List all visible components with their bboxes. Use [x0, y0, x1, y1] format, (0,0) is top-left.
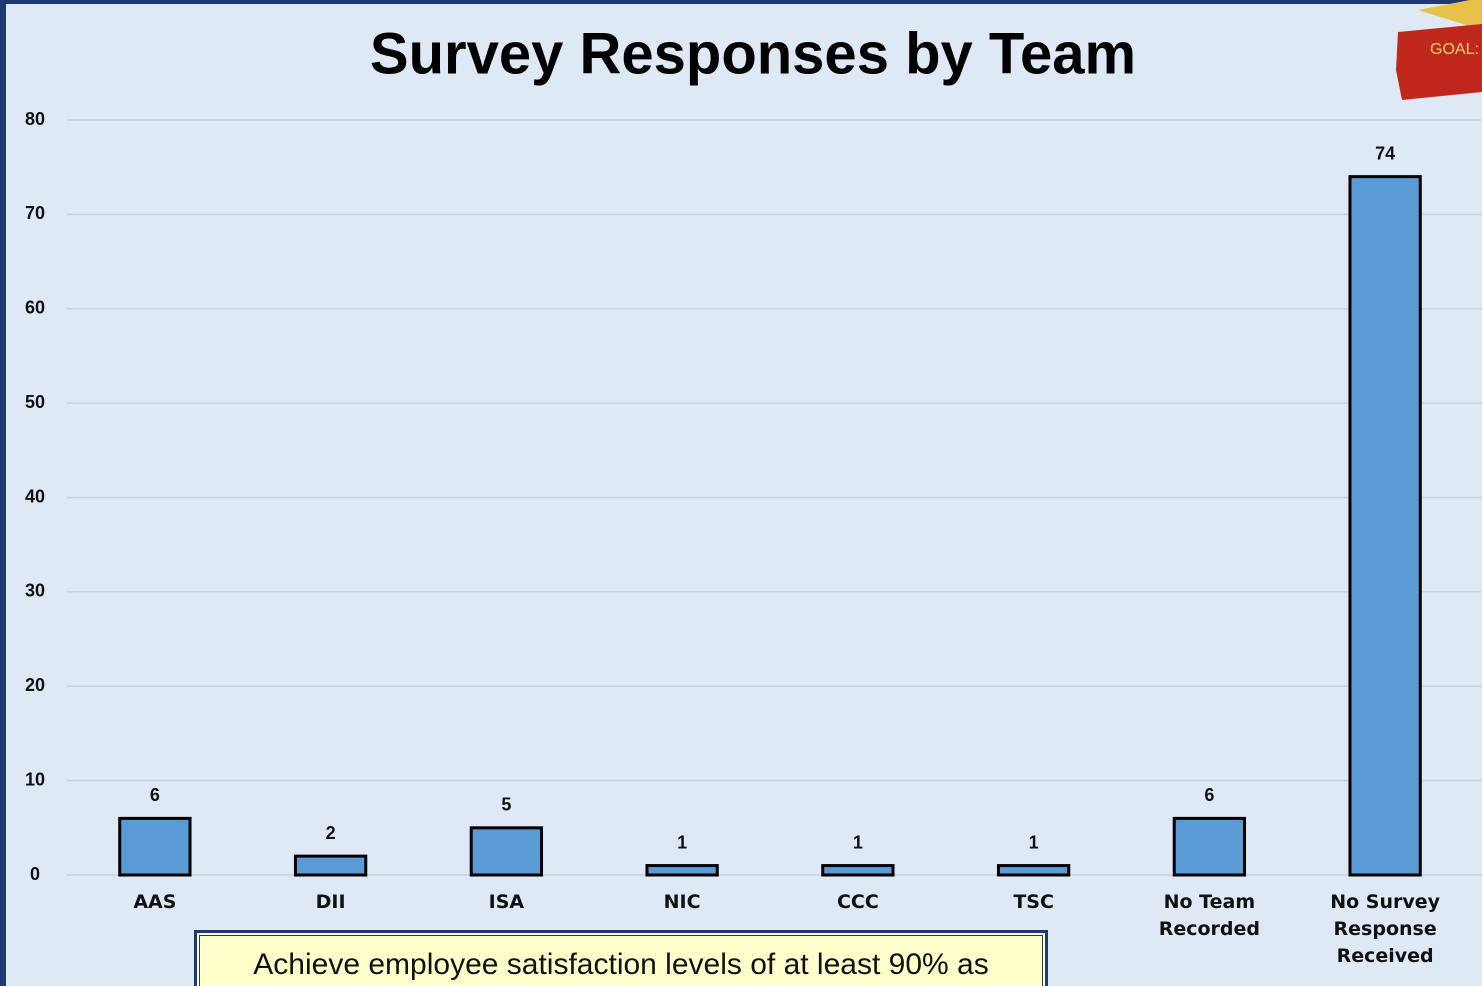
value-label: 74: [1375, 143, 1395, 163]
bar: [295, 856, 365, 875]
value-label: 2: [326, 823, 336, 843]
value-label: 1: [677, 832, 687, 852]
x-tick-label: ISA: [426, 889, 586, 916]
callout-box: Achieve employee satisfaction levels of …: [196, 932, 1046, 986]
y-tick-label: 40: [25, 486, 45, 506]
value-label: 5: [501, 795, 511, 815]
y-tick-label: 10: [25, 769, 45, 789]
goal-badge: GOAL:: [1396, 0, 1482, 100]
bar: [1174, 818, 1244, 875]
x-tick-label: DII: [251, 889, 411, 916]
y-tick-label: 60: [25, 298, 45, 318]
bar: [823, 866, 893, 875]
chart-title: Survey Responses by Team: [370, 21, 1136, 86]
bar: [471, 828, 541, 875]
x-tick-label: AAS: [75, 889, 235, 916]
y-tick-label: 0: [30, 864, 40, 884]
y-tick-label: 70: [25, 203, 45, 223]
bar: [647, 866, 717, 875]
x-tick-label: No Team Recorded: [1129, 889, 1289, 943]
bar: [1350, 177, 1420, 875]
x-tick-label: No Survey Response Received: [1305, 889, 1465, 970]
value-label: 6: [1204, 785, 1214, 805]
value-label: 1: [1029, 832, 1039, 852]
top-border: [0, 0, 1482, 4]
badge-ribbon: [1396, 24, 1482, 100]
bar: [998, 866, 1068, 875]
chart: Survey Responses by Team GOAL: 0 10 20 30 40…: [0, 0, 1482, 986]
y-tick-label: 20: [25, 675, 45, 695]
y-tick-label: 30: [25, 581, 45, 601]
value-label: 1: [853, 832, 863, 852]
left-border: [0, 0, 6, 986]
bar: [120, 818, 190, 875]
x-tick-label: CCC: [778, 889, 938, 916]
x-tick-label: NIC: [602, 889, 762, 916]
x-tick-label: TSC: [954, 889, 1114, 916]
goal-text: GOAL:: [1430, 41, 1479, 58]
value-label: 6: [150, 785, 160, 805]
y-tick-label: 50: [25, 392, 45, 412]
y-tick-label: 80: [25, 109, 45, 129]
slide: Survey Responses by Team GOAL: 0 10 20 30 40…: [0, 0, 1482, 986]
